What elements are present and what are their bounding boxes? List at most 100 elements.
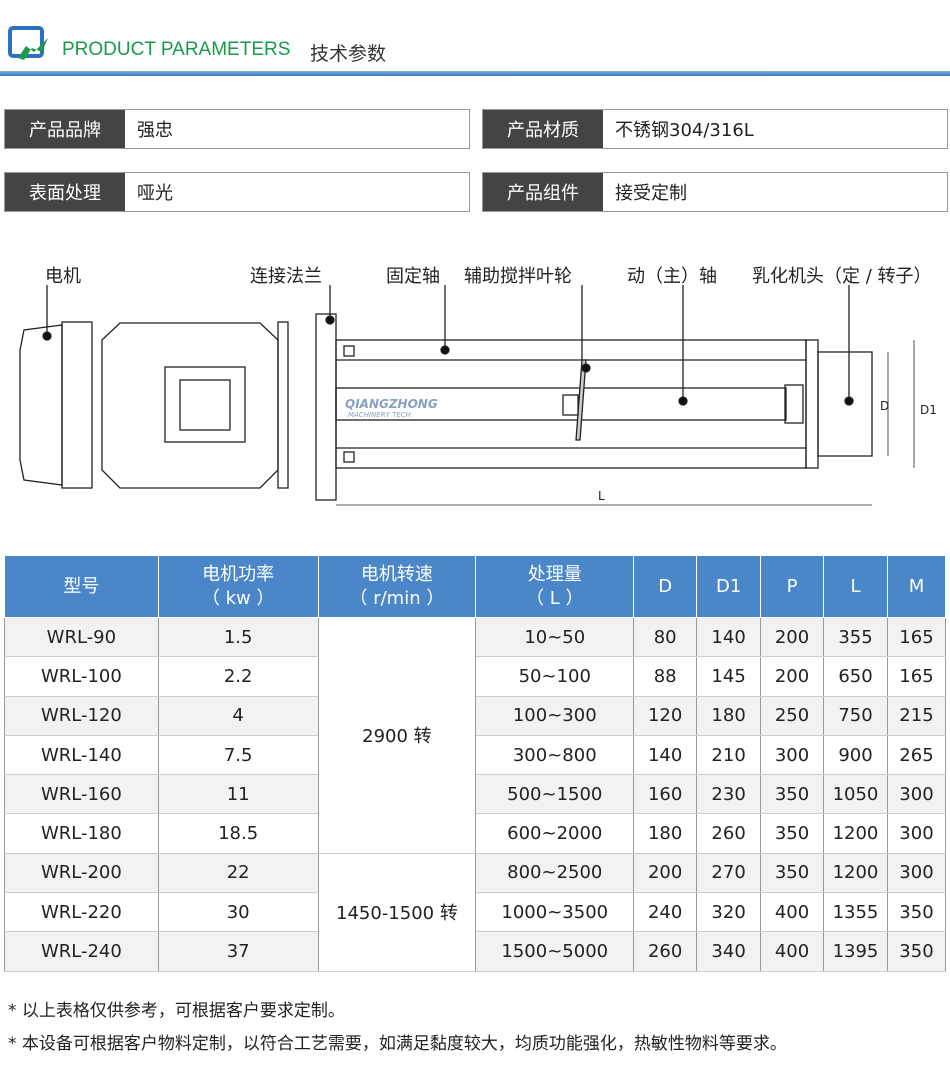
cell-d: 180	[633, 813, 698, 854]
attr-material: 产品材质 不锈钢304/316L	[482, 109, 948, 149]
cell-p: 400	[760, 892, 825, 933]
cell-d: 80	[633, 616, 698, 658]
cell-m: 350	[886, 931, 947, 972]
column-header: D1	[696, 555, 762, 618]
cell-model: WRL-180	[4, 813, 159, 854]
table-row: WRL-140 7.5 300~800 140 210 300 900 265	[4, 734, 947, 776]
column-header: M	[886, 555, 947, 618]
table-row: WRL-220 30 1000~3500 240 320 400 1355 350	[4, 892, 947, 933]
cell-d: 260	[633, 931, 698, 972]
column-header: P	[760, 555, 825, 618]
cell-m: 300	[886, 774, 947, 815]
cell-m: 265	[886, 734, 947, 776]
cell-d1: 180	[696, 695, 762, 736]
cell-m: 165	[886, 616, 947, 658]
label-fixed-shaft: 固定轴	[386, 266, 440, 287]
attr-components: 产品组件 接受定制	[482, 172, 948, 212]
header-divider	[0, 71, 950, 76]
cell-p: 300	[760, 734, 825, 776]
cell-p: 350	[760, 774, 825, 815]
header-label: 型号	[63, 575, 100, 597]
flange	[315, 313, 337, 501]
cell-d: 240	[633, 892, 698, 933]
header-label: P	[786, 575, 798, 597]
attr-key: 产品材质	[483, 110, 603, 148]
cell-capacity: 1000~3500	[475, 892, 635, 933]
cell-speed: 1450-1500 转	[317, 852, 477, 972]
attr-surface: 表面处理 哑光	[4, 172, 470, 212]
table-row: WRL-160 11 500~1500 160 230 350 1050 300	[4, 774, 947, 815]
column-header: 型号	[4, 555, 159, 618]
header-unit: （ r/min ）	[349, 587, 445, 609]
label-main-shaft: 动（主）轴	[627, 266, 717, 287]
parameter-table: 型号 电机功率（ kw ）电机转速（ r/min ）处理量（ L ） D D1 P L M …	[4, 555, 947, 972]
cell-capacity: 300~800	[475, 734, 635, 776]
cell-model: WRL-90	[4, 616, 159, 658]
cell-m: 165	[886, 656, 947, 697]
header-label: 处理量	[527, 563, 582, 585]
column-header: 处理量（ L ）	[475, 555, 635, 618]
attr-key: 产品组件	[483, 173, 603, 211]
cell-l: 1395	[823, 931, 888, 972]
cell-power: 7.5	[157, 734, 319, 776]
header-label: D	[658, 575, 673, 597]
cell-p: 350	[760, 852, 825, 894]
title-en: PRODUCT PARAMETERS	[62, 39, 291, 60]
cell-model: WRL-120	[4, 695, 159, 736]
cell-capacity: 600~2000	[475, 813, 635, 854]
cell-model: WRL-240	[4, 931, 159, 972]
motor	[19, 321, 289, 489]
cell-capacity: 500~1500	[475, 774, 635, 815]
table-header-row: 型号 电机功率（ kw ）电机转速（ r/min ）处理量（ L ） D D1 P L M	[4, 555, 947, 618]
table-row: WRL-240 37 1500~5000 260 340 400 1395 350	[4, 931, 947, 972]
cell-d1: 320	[696, 892, 762, 933]
cell-capacity: 800~2500	[475, 852, 635, 894]
attr-value: 接受定制	[603, 173, 947, 211]
label-motor: 电机	[45, 266, 81, 287]
cell-power: 2.2	[157, 656, 319, 697]
cell-d1: 140	[696, 616, 762, 658]
cell-p: 200	[760, 616, 825, 658]
table-row: WRL-90 1.5 2900 转 10~50 80 140 200 355 165	[4, 616, 947, 854]
cell-d1: 260	[696, 813, 762, 854]
cell-d: 88	[633, 656, 698, 697]
table-row: WRL-120 4 100~300 120 180 250 750 215	[4, 695, 947, 736]
attr-key: 表面处理	[5, 173, 125, 211]
label-emulsifier-head: 乳化机头（定 / 转子）	[752, 266, 932, 287]
cell-model: WRL-220	[4, 892, 159, 933]
column-header: 电机转速（ r/min ）	[317, 555, 477, 618]
cell-model: WRL-100	[4, 656, 159, 697]
cell-d1: 230	[696, 774, 762, 815]
cell-d1: 270	[696, 852, 762, 894]
header-label: L	[850, 575, 861, 597]
attr-value: 哑光	[125, 173, 469, 211]
header-unit: （ kw ）	[201, 587, 275, 609]
cell-l: 650	[823, 656, 888, 697]
cell-capacity: 100~300	[475, 695, 635, 736]
title-cn: 技术参数	[310, 43, 387, 65]
section-header: PRODUCT PARAMETERS 技术参数	[0, 20, 950, 78]
cell-model: WRL-160	[4, 774, 159, 815]
cell-d1: 145	[696, 656, 762, 697]
cell-power: 11	[157, 774, 319, 815]
column-header: 电机功率（ kw ）	[157, 555, 319, 618]
dim-d: D	[880, 399, 889, 413]
table-row: WRL-180 18.5 600~2000 180 260 350 1200 300	[4, 813, 947, 854]
cell-m: 300	[886, 852, 947, 894]
cell-power: 37	[157, 931, 319, 972]
header-label: 电机功率	[202, 563, 275, 585]
header-label: D1	[715, 575, 742, 597]
cell-model: WRL-200	[4, 852, 159, 894]
cell-p: 350	[760, 813, 825, 854]
brand-logo-icon	[8, 26, 48, 60]
cell-capacity: 10~50	[475, 616, 635, 658]
dim-d1: D1	[920, 403, 937, 417]
cell-d: 120	[633, 695, 698, 736]
header-unit: （ L ）	[526, 587, 584, 609]
cell-m: 300	[886, 813, 947, 854]
cell-power: 30	[157, 892, 319, 933]
cell-power: 4	[157, 695, 319, 736]
cell-d1: 210	[696, 734, 762, 776]
watermark-brand: QIANGZHONG	[345, 397, 438, 411]
tube-body	[335, 339, 807, 469]
